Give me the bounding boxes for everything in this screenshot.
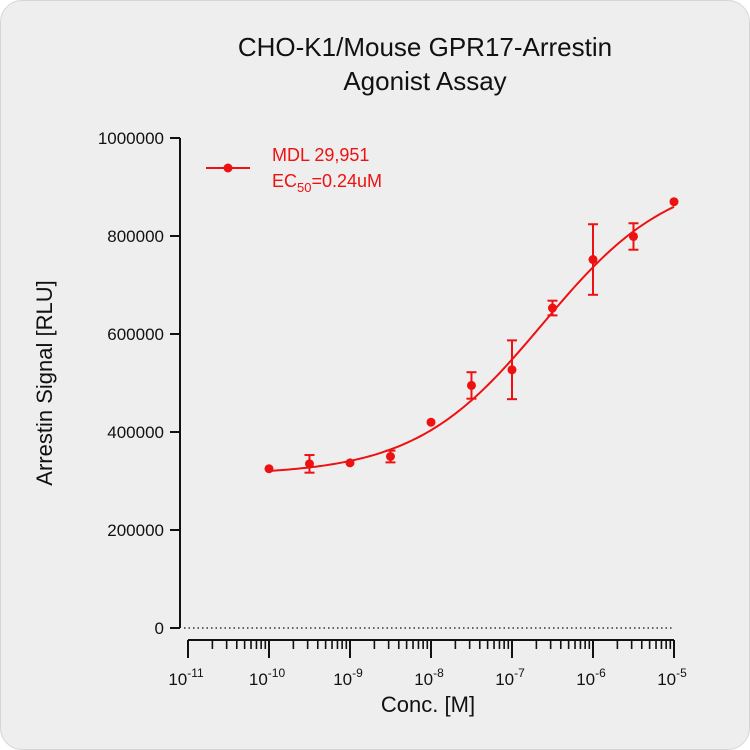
data-point [588,255,598,265]
fit-curve [268,205,675,472]
x-tick-exponent: -6 [595,666,606,680]
x-tick-label: 10-5 [657,666,687,689]
y-tick-label: 600000 [107,325,164,344]
data-point [547,303,557,313]
x-tick-exponent: -8 [433,666,444,680]
y-tick-label: 1000000 [98,129,164,148]
x-tick-label: 10-9 [333,666,363,689]
x-tick-label: 10-10 [249,666,286,689]
data-point [466,380,476,390]
x-tick-base: 10 [495,670,514,689]
y-tick-label: 800000 [107,227,164,246]
x-tick-label: 10-6 [576,666,606,689]
x-tick-exponent: -7 [514,666,525,680]
x-axis-label: Conc. [M] [381,692,475,717]
x-tick-base: 10 [657,670,676,689]
plot-area [184,197,679,629]
x-tick-base: 10 [333,670,352,689]
legend-point-marker [223,163,233,173]
x-tick-base: 10 [414,670,433,689]
y-axis: 0 200000 400000 600000 800000 1000000 [98,129,181,638]
x-tick-base: 10 [249,670,268,689]
x-tick-exponent: -10 [268,666,286,680]
x-tick-exponent: -11 [187,666,204,680]
x-tick-base: 10 [576,670,595,689]
data-point [628,231,638,241]
y-tick-label: 0 [155,619,164,638]
ec50-label: EC [272,171,297,191]
x-tick-label: 10-7 [495,666,525,689]
x-tick-base: 10 [168,670,187,689]
data-point [426,417,436,427]
x-axis: 10-11 10-10 10-9 10-8 10-7 10-6 10-5 [168,639,687,689]
x-tick-exponent: -9 [352,666,363,680]
legend-series-name: MDL 29,951 [272,145,369,165]
legend: MDL 29,951 EC50=0.24uM [206,145,382,195]
ec50-subscript: 50 [297,180,311,195]
chart-title-line2: Agonist Assay [343,66,506,96]
ec50-value: =0.24uM [311,171,382,191]
x-tick-exponent: -5 [676,666,687,680]
data-point [507,365,517,375]
data-point [385,452,395,461]
data-point [345,458,355,468]
data-point [304,459,314,469]
y-tick-label: 200000 [107,521,164,540]
y-tick-label: 400000 [107,423,164,442]
y-axis-label: Arrestin Signal [RLU] [32,280,57,485]
chart-title-line1: CHO-K1/Mouse GPR17-Arrestin [238,32,612,62]
x-tick-label: 10-11 [168,666,204,689]
data-point [264,464,274,474]
data-point [669,197,679,207]
x-tick-label: 10-8 [414,666,444,689]
legend-ec50-annotation: EC50=0.24uM [272,171,382,195]
